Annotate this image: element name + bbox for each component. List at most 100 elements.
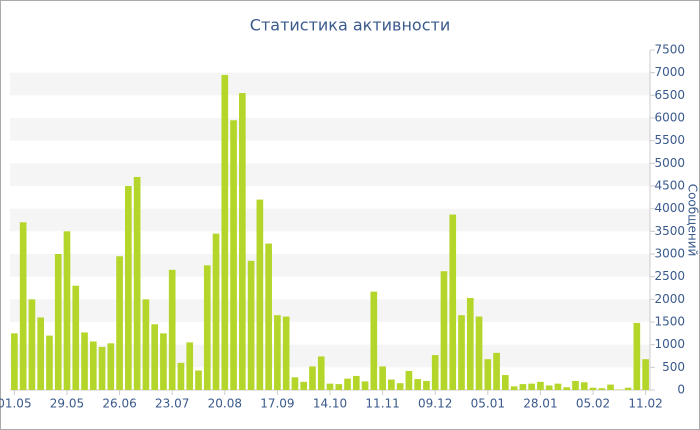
x-tick-label: 26.06 bbox=[102, 397, 136, 411]
bar bbox=[642, 359, 649, 390]
bar bbox=[396, 383, 404, 390]
bar bbox=[89, 341, 97, 390]
y-tick-label: 7500 bbox=[654, 43, 685, 57]
bar bbox=[379, 366, 386, 390]
bar bbox=[537, 381, 544, 390]
x-tick-label: 17.09 bbox=[260, 397, 294, 411]
bar bbox=[528, 383, 535, 390]
bar bbox=[545, 385, 553, 390]
grid-band bbox=[10, 344, 650, 368]
bar bbox=[607, 384, 614, 390]
x-tick-label: 11.11 bbox=[365, 397, 399, 411]
y-tick-label: 0 bbox=[677, 383, 685, 397]
x-tick-label: 28.01 bbox=[523, 397, 557, 411]
y-tick-label: 6500 bbox=[654, 88, 685, 102]
bar bbox=[11, 333, 18, 390]
bar bbox=[116, 256, 123, 390]
bar bbox=[475, 316, 483, 390]
bar bbox=[633, 322, 641, 390]
y-tick-label: 1500 bbox=[654, 315, 685, 329]
bar bbox=[125, 186, 132, 390]
bar bbox=[563, 387, 571, 390]
y-axis-label: Сообщений bbox=[686, 184, 700, 257]
bar bbox=[431, 355, 439, 390]
bar bbox=[282, 316, 290, 390]
y-tick-label: 500 bbox=[662, 360, 685, 374]
bar bbox=[168, 269, 176, 390]
bar bbox=[28, 299, 36, 390]
bar bbox=[247, 260, 255, 390]
y-tick-label: 7000 bbox=[654, 65, 685, 79]
bar bbox=[352, 375, 360, 390]
bar bbox=[554, 383, 562, 390]
bar bbox=[291, 377, 299, 390]
bar bbox=[388, 379, 395, 390]
x-tick-label: 14.10 bbox=[313, 397, 347, 411]
y-tick-label: 4500 bbox=[654, 179, 685, 193]
bar bbox=[72, 285, 80, 390]
bar bbox=[493, 352, 500, 390]
bar bbox=[133, 176, 141, 390]
bar bbox=[309, 366, 316, 390]
bar bbox=[186, 342, 194, 390]
bar bbox=[598, 388, 606, 390]
grid-band bbox=[10, 72, 650, 96]
grid-band bbox=[10, 208, 650, 232]
y-tick-label: 3500 bbox=[654, 224, 685, 238]
bar bbox=[370, 291, 378, 390]
x-tick-label: 20.08 bbox=[208, 397, 242, 411]
bar bbox=[624, 387, 632, 390]
grid-band bbox=[10, 118, 650, 141]
bar bbox=[98, 346, 106, 390]
bar bbox=[230, 120, 237, 391]
grid-band bbox=[10, 254, 650, 277]
x-tick-label: 01.05 bbox=[0, 397, 32, 411]
bar bbox=[466, 297, 474, 390]
grid-band bbox=[10, 163, 650, 186]
x-tick-label: 05.02 bbox=[576, 397, 610, 411]
y-tick-label: 1000 bbox=[654, 337, 685, 351]
y-tick-label: 6000 bbox=[654, 111, 685, 125]
bar bbox=[142, 299, 150, 390]
bar bbox=[344, 378, 351, 390]
bar bbox=[405, 370, 413, 390]
x-tick-label: 05.01 bbox=[471, 397, 505, 411]
bar bbox=[449, 214, 457, 390]
bar bbox=[335, 384, 343, 390]
bar bbox=[317, 356, 325, 390]
bar bbox=[484, 359, 492, 390]
bar bbox=[440, 271, 448, 390]
chart-title: Статистика активности bbox=[250, 16, 450, 35]
bar bbox=[326, 383, 334, 390]
bar bbox=[151, 324, 158, 390]
bar bbox=[265, 243, 272, 390]
bar bbox=[458, 315, 465, 390]
bar bbox=[203, 265, 211, 390]
bar bbox=[519, 384, 527, 390]
bar bbox=[300, 381, 308, 390]
bar bbox=[107, 343, 115, 390]
bar bbox=[580, 382, 588, 390]
bar bbox=[221, 74, 229, 390]
bar bbox=[510, 386, 518, 390]
y-tick-label: 2000 bbox=[654, 292, 685, 306]
y-tick-label: 4000 bbox=[654, 201, 685, 215]
y-tick-label: 2500 bbox=[654, 269, 685, 283]
bar bbox=[589, 387, 597, 390]
bar bbox=[46, 335, 53, 390]
bar bbox=[81, 332, 88, 390]
bar bbox=[361, 381, 369, 390]
bar bbox=[19, 222, 27, 390]
y-tick-label: 3000 bbox=[654, 247, 685, 261]
x-tick-label: 11.02 bbox=[628, 397, 662, 411]
y-tick-label: 5500 bbox=[654, 133, 685, 147]
bar bbox=[177, 362, 185, 390]
bar bbox=[256, 199, 264, 390]
x-tick-label: 23.07 bbox=[155, 397, 189, 411]
bar bbox=[414, 379, 422, 390]
bar bbox=[502, 375, 509, 390]
grid-band bbox=[10, 299, 650, 322]
bar bbox=[63, 231, 71, 390]
bar bbox=[160, 333, 167, 390]
bar bbox=[37, 317, 45, 390]
